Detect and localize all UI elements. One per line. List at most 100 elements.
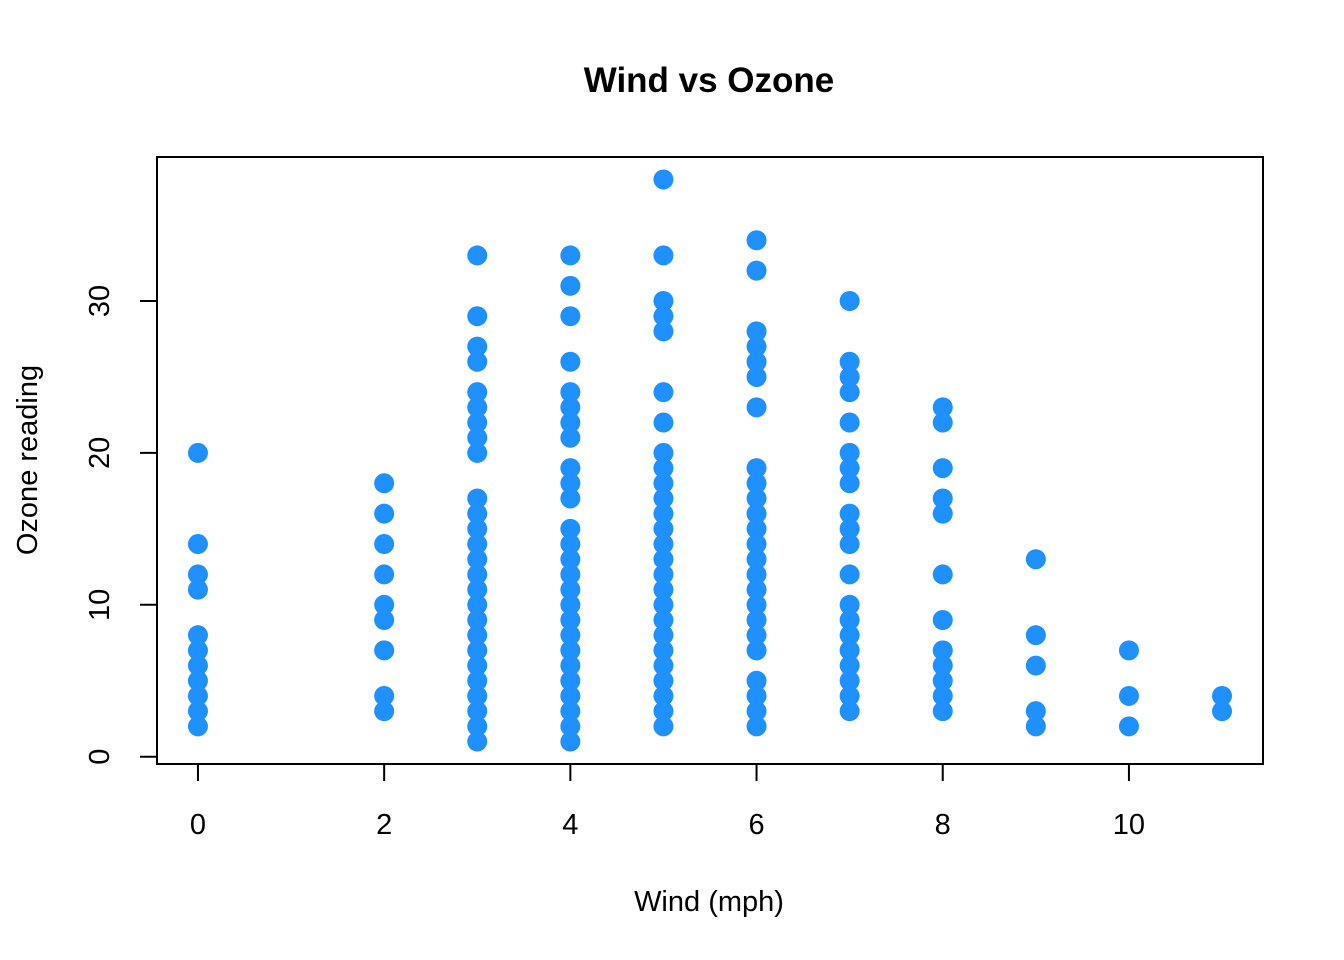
data-point <box>467 382 488 403</box>
data-point <box>653 503 674 524</box>
data-point <box>653 655 674 676</box>
data-point <box>932 412 953 433</box>
data-point <box>467 716 488 737</box>
data-point <box>187 655 208 676</box>
data-point <box>560 579 581 600</box>
data-point <box>374 685 395 706</box>
data-point <box>187 716 208 737</box>
data-point <box>746 458 767 479</box>
data-point <box>839 518 860 539</box>
data-point <box>839 412 860 433</box>
data-point <box>653 518 674 539</box>
data-point <box>374 594 395 615</box>
data-point <box>746 685 767 706</box>
data-point <box>839 366 860 387</box>
data-point <box>187 670 208 691</box>
data-point <box>374 503 395 524</box>
y-axis: 0 10 20 30 <box>84 285 158 765</box>
data-point <box>839 701 860 722</box>
data-point <box>839 382 860 403</box>
data-point <box>653 442 674 463</box>
data-point <box>839 564 860 585</box>
data-point <box>839 594 860 615</box>
data-point <box>746 534 767 555</box>
x-tick-label: 10 <box>1113 809 1145 841</box>
data-point <box>467 306 488 327</box>
data-point <box>187 534 208 555</box>
data-point <box>653 534 674 555</box>
data-point <box>560 427 581 448</box>
data-point <box>560 701 581 722</box>
data-point <box>560 594 581 615</box>
chart-title: Wind vs Ozone <box>584 61 835 100</box>
data-point <box>467 442 488 463</box>
data-point <box>746 564 767 585</box>
data-point <box>932 503 953 524</box>
data-point <box>467 564 488 585</box>
data-point <box>374 564 395 585</box>
data-point <box>839 685 860 706</box>
data-point <box>1212 701 1233 722</box>
data-point <box>467 609 488 630</box>
data-point <box>653 473 674 494</box>
data-point <box>746 701 767 722</box>
data-point <box>560 245 581 266</box>
data-point <box>560 473 581 494</box>
data-point <box>467 397 488 418</box>
data-point <box>746 518 767 539</box>
data-point <box>839 670 860 691</box>
y-tick-label: 30 <box>84 285 116 317</box>
data-point <box>932 701 953 722</box>
data-point <box>467 701 488 722</box>
data-point <box>839 442 860 463</box>
data-point <box>560 306 581 327</box>
y-axis-label: Ozone reading <box>12 365 44 555</box>
data-point <box>839 640 860 661</box>
data-point <box>746 473 767 494</box>
data-point <box>932 670 953 691</box>
data-point <box>560 488 581 509</box>
data-point <box>653 685 674 706</box>
data-point <box>746 321 767 342</box>
data-point <box>467 518 488 539</box>
data-point <box>374 609 395 630</box>
data-point <box>374 701 395 722</box>
data-point <box>560 564 581 585</box>
data-point <box>560 731 581 752</box>
data-point <box>839 534 860 555</box>
y-tick-label: 0 <box>84 749 116 765</box>
data-point <box>560 412 581 433</box>
data-point <box>187 564 208 585</box>
data-point <box>374 640 395 661</box>
x-tick-label: 2 <box>376 809 392 841</box>
data-point <box>467 549 488 570</box>
x-axis-label: Wind (mph) <box>634 886 784 918</box>
data-point <box>560 518 581 539</box>
data-point <box>839 609 860 630</box>
data-point <box>653 291 674 312</box>
data-point <box>560 549 581 570</box>
data-point <box>560 275 581 296</box>
data-point <box>839 473 860 494</box>
data-point <box>839 291 860 312</box>
data-point <box>932 609 953 630</box>
data-point <box>653 594 674 615</box>
data-point <box>932 458 953 479</box>
data-point <box>839 625 860 646</box>
data-point <box>560 458 581 479</box>
data-point <box>1118 685 1139 706</box>
data-point <box>932 640 953 661</box>
data-point <box>467 488 488 509</box>
data-point <box>1025 549 1046 570</box>
data-point <box>653 549 674 570</box>
data-point <box>746 336 767 357</box>
data-point <box>187 579 208 600</box>
data-point <box>467 594 488 615</box>
data-point <box>560 655 581 676</box>
data-point <box>187 640 208 661</box>
data-point <box>746 366 767 387</box>
data-point <box>746 260 767 281</box>
data-point <box>560 685 581 706</box>
y-tick-label: 20 <box>84 437 116 469</box>
